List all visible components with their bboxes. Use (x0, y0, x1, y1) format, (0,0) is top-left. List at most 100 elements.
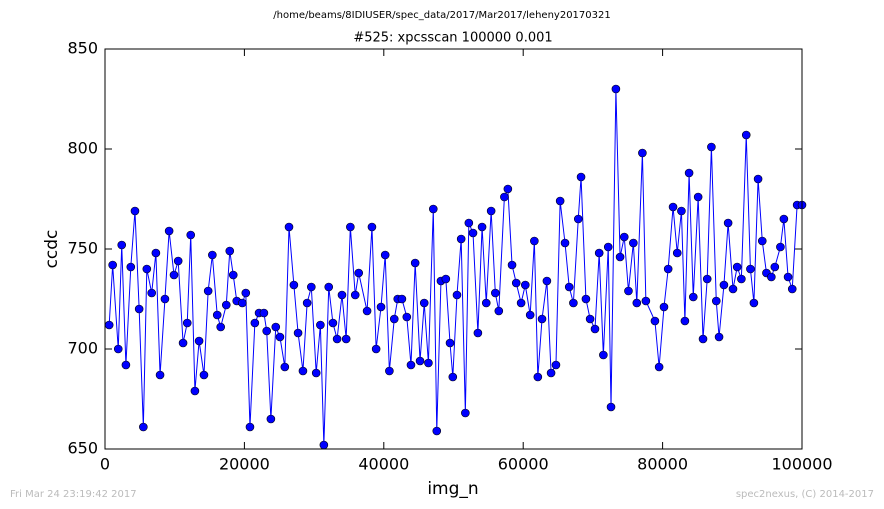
data-point (737, 274, 746, 284)
y-tick-label: 750 (67, 239, 98, 258)
data-point (663, 264, 673, 274)
data-point (684, 168, 694, 178)
data-point (169, 270, 179, 280)
data-point (668, 202, 678, 212)
data-point (599, 350, 608, 360)
data-point (221, 300, 231, 310)
data-point (537, 314, 547, 324)
suptitle: /home/beams/8IDIUSER/spec_data/2017/Mar2… (273, 10, 610, 21)
x-tick-label: 20000 (219, 455, 270, 474)
data-point (389, 314, 399, 324)
data-point (367, 222, 377, 232)
chart-title: #525: xpcsscan 100000 0.001 (353, 31, 552, 46)
data-point (424, 358, 433, 368)
data-point (419, 298, 429, 308)
y-axis-label: ccdc (42, 230, 62, 269)
data-point (494, 306, 504, 316)
x-tick-label: 100000 (771, 455, 832, 474)
data-point (732, 262, 742, 272)
data-point (516, 298, 526, 308)
data-point (117, 240, 127, 250)
data-point (714, 332, 724, 342)
data-point (654, 362, 664, 372)
data-point (380, 250, 390, 260)
data-point (280, 362, 290, 372)
data-point (486, 206, 496, 216)
data-point (783, 272, 793, 282)
data-point (199, 370, 209, 380)
data-point (350, 290, 360, 300)
data-point (659, 302, 669, 312)
data-point (266, 414, 276, 424)
plot-frame (104, 48, 803, 450)
data-point (225, 246, 235, 256)
data-point (160, 294, 170, 304)
y-tick-label: 700 (67, 339, 98, 358)
data-point (212, 310, 222, 320)
data-point (507, 260, 517, 270)
x-tick-label: 0 (100, 455, 110, 474)
data-point (477, 222, 487, 232)
data-point (749, 298, 759, 308)
data-point (693, 192, 703, 202)
data-point (569, 298, 578, 308)
data-point (402, 312, 412, 322)
data-point (410, 258, 420, 268)
data-point (319, 440, 329, 450)
data-point (551, 360, 561, 370)
data-point (307, 282, 316, 292)
data-point (121, 360, 131, 370)
data-point (354, 268, 364, 278)
data-point (503, 184, 513, 194)
data-point (468, 228, 478, 238)
data-point (155, 370, 165, 380)
data-point (194, 336, 204, 346)
data-point (293, 328, 303, 338)
data-point (624, 286, 633, 296)
data-point (441, 274, 451, 284)
data-point (461, 408, 470, 418)
data-point (564, 282, 574, 292)
data-point (770, 262, 780, 272)
x-axis-label: img_n (427, 479, 478, 499)
data-point (445, 338, 455, 348)
data-point (787, 284, 797, 294)
data-point (753, 174, 763, 184)
data-point (619, 232, 629, 242)
data-point (698, 334, 708, 344)
data-point (590, 324, 600, 334)
data-point (776, 242, 785, 252)
data-point (641, 296, 651, 306)
data-point (262, 326, 272, 336)
data-point (126, 262, 136, 272)
data-point (448, 372, 458, 382)
data-point (385, 366, 394, 376)
data-point (723, 218, 733, 228)
data-point (173, 256, 183, 266)
data-point (259, 308, 269, 318)
data-point (406, 360, 416, 370)
data-point (533, 372, 543, 382)
data-point (560, 238, 570, 248)
data-point (298, 366, 308, 376)
data-point (289, 280, 299, 290)
data-point (594, 248, 604, 258)
data-point (452, 290, 462, 300)
data-point (428, 204, 438, 214)
data-point (275, 332, 285, 342)
data-point (415, 356, 425, 366)
data-point (520, 280, 530, 290)
data-point (108, 260, 117, 270)
data-point (767, 272, 776, 282)
data-point (546, 368, 556, 378)
data-point (302, 298, 312, 308)
data-point (332, 334, 342, 344)
data-point (139, 422, 148, 432)
data-point (134, 304, 144, 314)
data-point (573, 214, 583, 224)
data-point (632, 298, 642, 308)
y-tick-label: 800 (67, 139, 98, 158)
data-point (491, 288, 500, 298)
x-tick-label: 80000 (637, 455, 688, 474)
